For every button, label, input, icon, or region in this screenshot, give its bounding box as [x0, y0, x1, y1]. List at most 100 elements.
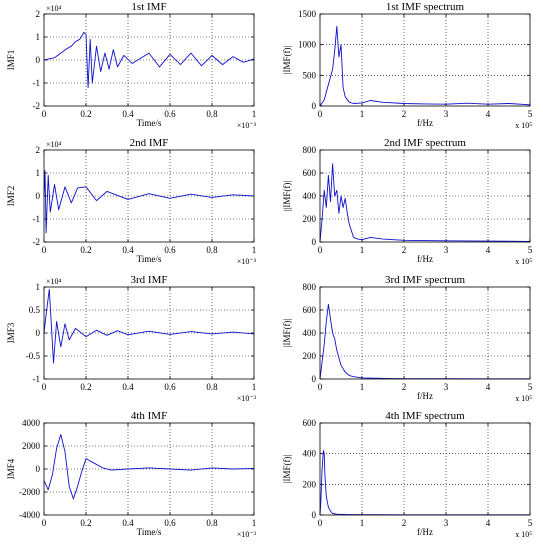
- x-exponent-label: ×10⁻³: [237, 257, 257, 266]
- x-axis-label: f/Hz: [417, 118, 433, 128]
- x-axis-label: f/Hz: [417, 391, 433, 401]
- y-tick-label: 400: [303, 328, 317, 338]
- x-tick-label: 1: [360, 109, 365, 119]
- chart-panel-7: 0 0.2 0.4 0.6 0.8 1 -4000 -2000 0 2000 4000 4th IMF…: [6, 410, 257, 539]
- y-exponent-label: ×10⁴: [46, 140, 62, 149]
- x-tick-label: 0.4: [122, 382, 134, 392]
- y-tick-label: 500: [303, 70, 317, 80]
- x-tick-label: 0: [42, 245, 47, 255]
- x-tick-label: 0.2: [80, 245, 91, 255]
- chart-panel-1: 0 0.2 0.4 0.6 0.8 1 -2 -1 0 1 2 1st IMF Time/s IMF1 ×1…: [6, 1, 257, 130]
- series-line: [43, 288, 255, 364]
- series-line: [43, 31, 255, 89]
- x-tick-label: 0.4: [122, 518, 134, 528]
- y-tick-label: -2: [33, 237, 41, 247]
- y-tick-label: 400: [303, 449, 317, 459]
- x-tick-label: 0: [318, 109, 323, 119]
- y-tick-label: 200: [303, 351, 317, 361]
- x-tick-label: 5: [528, 382, 533, 392]
- x-exponent-label: x 10⁵: [515, 530, 532, 539]
- chart-title: 1st IMF spectrum: [386, 1, 465, 13]
- y-tick-label: 1: [36, 168, 41, 178]
- x-axis-label: f/Hz: [417, 527, 433, 537]
- plot-frame: [319, 286, 531, 380]
- y-tick-label: 0: [312, 101, 317, 111]
- y-exponent-label: ×10⁴: [46, 277, 62, 286]
- y-axis-label: |IMF(f)|: [282, 46, 292, 75]
- y-tick-label: 600: [303, 305, 317, 315]
- x-exponent-label: x 10⁵: [515, 394, 532, 403]
- y-axis-label: IMF1: [6, 50, 16, 71]
- x-tick-label: 0.6: [164, 245, 176, 255]
- x-tick-label: 0.8: [206, 245, 218, 255]
- plot-area: [320, 423, 530, 515]
- x-tick-label: 3: [444, 109, 449, 119]
- chart-title: 4th IMF: [131, 410, 167, 422]
- y-tick-label: 0: [36, 191, 41, 201]
- x-tick-label: 1: [360, 245, 365, 255]
- chart-panel-3: 0 0.2 0.4 0.6 0.8 1 -2 -1 0 1 2 2nd IMF Time/s IMF2 ×1…: [6, 137, 257, 266]
- x-tick-label: 4: [486, 382, 491, 392]
- x-axis-label: Time/s: [137, 527, 162, 537]
- plot-frame: [43, 286, 255, 380]
- y-tick-label: 1: [36, 32, 41, 42]
- y-tick-label: 0: [312, 237, 317, 247]
- series-line: [319, 163, 531, 243]
- y-tick-label: 0: [36, 55, 41, 65]
- y-tick-label: 2: [36, 9, 41, 19]
- chart-title: 3rd IMF spectrum: [385, 274, 465, 286]
- x-tick-label: 1: [252, 382, 257, 392]
- chart-panel-8: 0 1 2 3 4 5 0 200 400 600 4th IMF spectrum f/Hz |IMF…: [282, 410, 533, 539]
- x-exponent-label: x 10⁵: [515, 121, 532, 130]
- plot-frame: [319, 422, 531, 516]
- series-line: [43, 170, 255, 234]
- y-tick-label: -1: [33, 214, 41, 224]
- x-tick-label: 1: [360, 382, 365, 392]
- x-tick-label: 0: [42, 109, 47, 119]
- x-tick-label: 0.2: [80, 518, 91, 528]
- chart-panel-2: 0 1 2 3 4 5 0 500 1000 1500 1st IMF spectrum f/Hz |I…: [282, 1, 533, 130]
- y-tick-label: 200: [303, 479, 317, 489]
- x-tick-label: 4: [486, 245, 491, 255]
- y-tick-label: 1500: [298, 9, 317, 19]
- x-tick-label: 2: [402, 382, 407, 392]
- x-tick-label: 0.6: [164, 382, 176, 392]
- y-tick-label: 600: [303, 418, 317, 428]
- plot-frame: [319, 149, 531, 243]
- x-tick-label: 0.2: [80, 109, 91, 119]
- chart-panel-6: 0 1 2 3 4 5 0 200 400 600 800 3rd IMF spectrum f/Hz |…: [282, 274, 533, 403]
- x-exponent-label: ×10⁻³: [237, 530, 257, 539]
- x-tick-label: 0.8: [206, 109, 218, 119]
- x-exponent-label: ×10⁻³: [237, 121, 257, 130]
- chart-title: 1st IMF: [131, 1, 166, 13]
- x-tick-label: 1: [252, 518, 257, 528]
- x-axis-label: f/Hz: [417, 254, 433, 264]
- y-exponent-label: ×10⁴: [46, 4, 62, 13]
- y-axis-label: ||IMF(f)|: [282, 181, 292, 212]
- chart-panel-4: 0 1 2 3 4 5 0 200 400 600 800 2nd IMF spectrum f/Hz |…: [282, 137, 533, 266]
- x-tick-label: 0.8: [206, 382, 218, 392]
- y-tick-label: 4000: [22, 418, 41, 428]
- chart-title: 4th IMF spectrum: [385, 410, 465, 422]
- y-tick-label: 0: [36, 328, 41, 338]
- plot-frame: [319, 13, 531, 107]
- y-tick-label: -1: [33, 78, 41, 88]
- x-tick-label: 0.4: [122, 109, 134, 119]
- x-tick-label: 5: [528, 245, 533, 255]
- x-axis-label: Time/s: [137, 118, 162, 128]
- y-tick-label: -2000: [19, 487, 40, 497]
- x-exponent-label: ×10⁻³: [237, 394, 257, 403]
- x-tick-label: 0.2: [80, 382, 91, 392]
- x-tick-label: 0.8: [206, 518, 218, 528]
- x-tick-label: 5: [528, 518, 533, 528]
- y-tick-label: -0.5: [26, 351, 41, 361]
- x-tick-label: 1: [360, 518, 365, 528]
- x-tick-label: 4: [486, 518, 491, 528]
- y-axis-label: |IMF(f)|: [282, 319, 292, 348]
- y-tick-label: 2000: [22, 441, 41, 451]
- x-tick-label: 0: [42, 518, 47, 528]
- x-tick-label: 0.6: [164, 109, 176, 119]
- y-tick-label: -4000: [19, 510, 40, 520]
- x-tick-label: 0: [318, 518, 323, 528]
- x-tick-label: 3: [444, 518, 449, 528]
